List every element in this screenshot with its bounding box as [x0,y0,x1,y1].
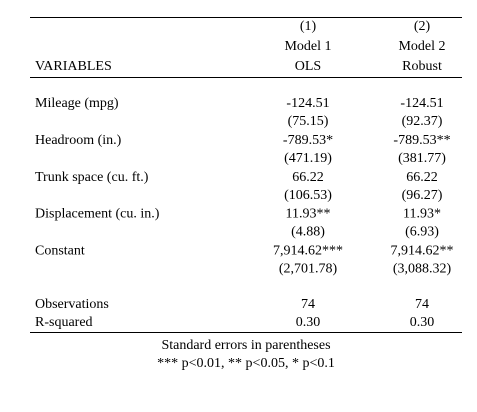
standard-error: (92.37) [402,114,443,129]
coefficient: -789.53* [283,133,333,148]
stat-value: 74 [415,297,429,312]
standard-error: (4.88) [291,225,325,240]
coefficient: 11.93** [286,207,331,222]
coefficient: -124.51 [400,96,443,111]
row-label: Headroom (in.) [35,133,122,148]
column-header: Model 2 [398,39,445,54]
coefficient: 7,914.62** [391,243,454,258]
standard-error: (96.27) [402,188,443,203]
standard-error: (6.93) [405,225,439,240]
standard-error: (2,701.78) [279,261,338,276]
note: *** p<0.01, ** p<0.05, * p<0.1 [157,356,335,371]
stat-value: 0.30 [410,315,435,330]
standard-error: (75.15) [288,114,329,129]
coefficient: 66.22 [406,170,438,185]
note: Standard errors in parentheses [161,338,330,353]
stat-value: 0.30 [296,315,321,330]
standard-error: (3,088.32) [393,261,452,276]
row-label: Displacement (cu. in.) [35,207,160,222]
row-label: Constant [35,243,85,258]
coefficient: -789.53** [393,133,450,148]
coefficient: 7,914.62*** [273,243,343,258]
row-label: Mileage (mpg) [35,96,119,111]
header-label: VARIABLES [35,59,112,74]
standard-error: (381.77) [398,151,446,166]
stat-value: 74 [301,297,315,312]
column-header: Model 1 [284,39,331,54]
column-header: Robust [402,59,442,74]
stat-label: Observations [35,297,109,312]
standard-error: (106.53) [284,188,332,203]
row-label: Trunk space (cu. ft.) [35,170,149,185]
stat-label: R-squared [35,315,93,330]
coefficient: 11.93* [403,207,441,222]
column-header: OLS [295,59,321,74]
standard-error: (471.19) [284,151,332,166]
column-header: (2) [414,19,431,34]
coefficient: -124.51 [286,96,329,111]
column-header: (1) [300,19,317,34]
coefficient: 66.22 [292,170,324,185]
